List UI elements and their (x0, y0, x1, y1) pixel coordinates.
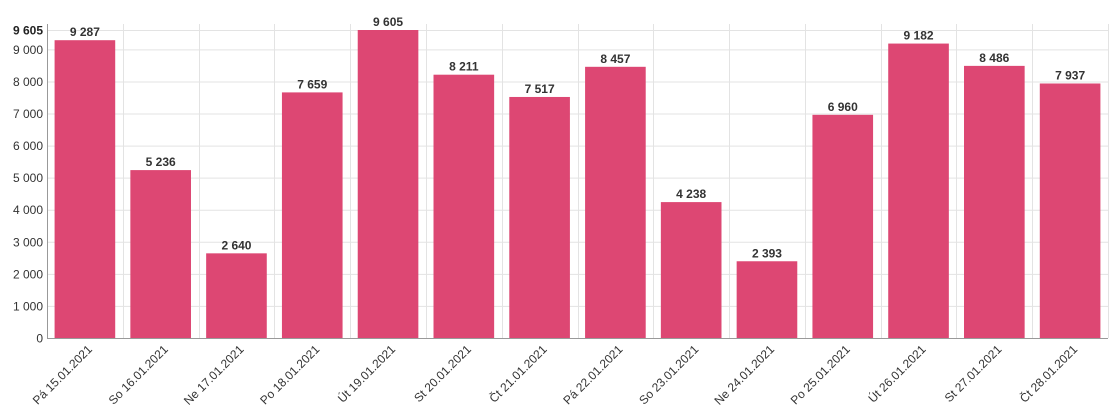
y-tick-label: 0 (36, 332, 43, 346)
y-tick-label: 8 000 (13, 75, 43, 89)
bar[interactable] (736, 261, 798, 338)
x-tick-label: Út 19.01.2021 (334, 341, 398, 405)
bar-value-label: 2 640 (221, 238, 251, 252)
bar[interactable] (130, 170, 191, 338)
x-tick-label: So 16.01.2021 (106, 342, 171, 407)
y-tick-label-max: 9 605 (13, 24, 43, 38)
bar-value-label: 8 486 (979, 51, 1009, 65)
bar[interactable] (357, 30, 419, 338)
bar-value-label: 4 238 (676, 187, 706, 201)
bar[interactable] (660, 202, 722, 338)
bar[interactable] (54, 40, 116, 338)
x-axis: Pá 15.01.2021 So 16.01.2021 Ne 17.01.2021 P… (30, 338, 1108, 408)
bar-value-label: 9 605 (373, 15, 403, 29)
y-tick-label: 6 000 (13, 139, 43, 153)
y-tick-label: 1 000 (13, 299, 43, 313)
bar-value-label: 6 960 (828, 100, 858, 114)
y-tick-label: 5 000 (13, 171, 43, 185)
y-tick-label: 4 000 (13, 203, 43, 217)
y-tick-label: 3 000 (13, 235, 43, 249)
x-tick-label: Ne 24.01.2021 (712, 342, 778, 408)
x-tick-label: St 27.01.2021 (942, 342, 1005, 405)
y-tick-label: 9 000 (13, 43, 43, 57)
x-tick-label: Út 26.01.2021 (865, 341, 929, 405)
bar-value-label: 8 457 (600, 52, 630, 66)
bars (54, 30, 1101, 339)
y-tick-label: 7 000 (13, 107, 43, 121)
bar[interactable] (1039, 83, 1101, 339)
y-axis: 0 1 000 2 000 3 000 4 000 5 000 6 000 7 000 8 00… (13, 24, 48, 346)
x-tick-label: Pá 15.01.2021 (30, 342, 95, 407)
bar-value-label: 5 236 (146, 155, 176, 169)
x-tick-label: Čt 21.01.2021 (486, 341, 550, 405)
bar-value-label: 7 659 (297, 77, 327, 91)
data-labels: 9 287 5 236 2 640 7 659 9 605 8 211 7 517 8 457… (70, 15, 1086, 260)
bar[interactable] (433, 74, 495, 338)
bar[interactable] (509, 96, 570, 339)
x-tick-label: Čt 28.01.2021 (1016, 341, 1080, 405)
x-tick-label: So 23.01.2021 (636, 342, 701, 407)
bar[interactable] (206, 253, 267, 338)
bar[interactable] (964, 65, 1025, 338)
bar[interactable] (585, 66, 646, 338)
bar-value-label: 9 287 (70, 25, 100, 39)
bar[interactable] (812, 114, 874, 338)
grid (47, 24, 1109, 338)
x-tick-label: Po 18.01.2021 (257, 342, 322, 407)
x-tick-label: Pá 22.01.2021 (560, 342, 625, 407)
bar-value-label: 9 182 (904, 29, 934, 43)
bar[interactable] (281, 92, 343, 339)
bar[interactable] (888, 43, 949, 339)
bar-value-label: 8 211 (449, 60, 479, 74)
x-tick-label: Ne 17.01.2021 (181, 342, 247, 408)
bar-value-label: 7 937 (1055, 68, 1085, 82)
bar-value-label: 7 517 (525, 82, 555, 96)
y-tick-label: 2 000 (13, 267, 43, 281)
bar-value-label: 2 393 (752, 246, 782, 260)
x-tick-label: Po 25.01.2021 (788, 342, 853, 407)
x-tick-label: St 20.01.2021 (411, 342, 474, 405)
